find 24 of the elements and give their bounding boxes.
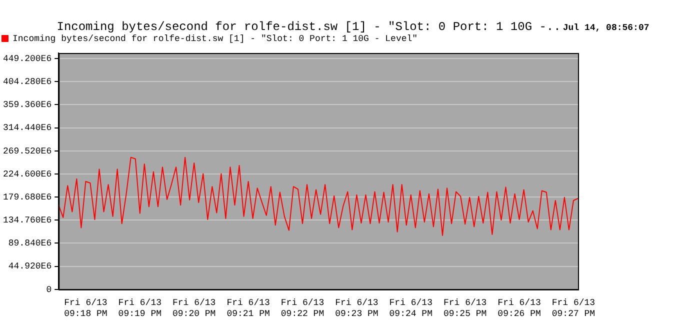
x-tick-label: Fri 6/13 09:20 PM: [172, 298, 216, 319]
x-tick-label: Fri 6/13 09:25 PM: [443, 298, 487, 319]
y-tick-label: 134.760E6: [3, 216, 52, 226]
x-tick-label: Fri 6/13 09:21 PM: [226, 298, 270, 319]
x-tick-label: Fri 6/13 09:19 PM: [118, 298, 162, 319]
y-tick-label: 314.440E6: [3, 123, 52, 134]
y-tick-label: 179.680E6: [3, 192, 52, 202]
y-tick-label: 0: [46, 284, 52, 295]
y-tick-label: 449.200E6: [3, 54, 52, 64]
x-tick-label: Fri 6/13 09:26 PM: [498, 298, 541, 319]
y-tick-label: 359.360E6: [3, 100, 52, 110]
x-tick-label: Fri 6/13 09:18 PM: [64, 298, 108, 319]
x-tick-label: Fri 6/13 09:27 PM: [552, 298, 596, 319]
text: Jul 14, 08:56:07: [562, 23, 650, 33]
y-tick-label: 44.920E6: [8, 262, 52, 272]
y-tick-label: 269.520E6: [3, 146, 52, 156]
y-tick-label: 224.600E6: [3, 169, 52, 180]
legend-label: Incoming bytes/second for rolfe-dist.sw [1] - "Slot: 0 Port: 1 10G - Level": [12, 34, 418, 44]
chart-title: Incoming bytes/second for rolfe-dist.sw [1] - "Slot: 0 Port: 1 10G -..: [56, 20, 561, 34]
x-tick-label: Fri 6/13 09:23 PM: [335, 298, 378, 319]
x-tick-label: Fri 6/13 09:24 PM: [389, 298, 432, 319]
x-tick-label: Fri 6/13 09:22 PM: [280, 298, 324, 319]
y-tick-label: 89.840E6: [8, 238, 52, 249]
y-tick-label: 404.280E6: [3, 77, 52, 88]
